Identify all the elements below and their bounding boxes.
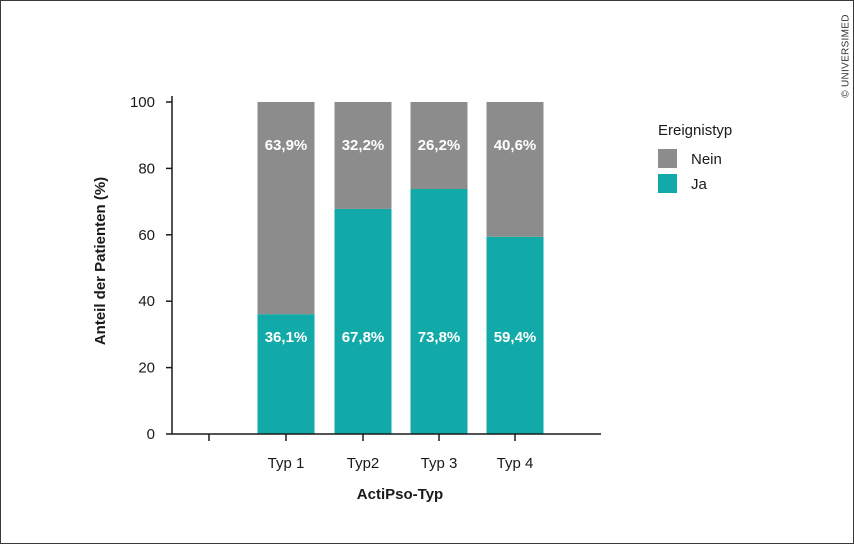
data-label-ja-3: 73,8% bbox=[418, 329, 461, 346]
data-label-nein-4: 40,6% bbox=[494, 137, 537, 154]
legend-title: Ereignistyp bbox=[658, 122, 732, 139]
bar-ja-2 bbox=[334, 208, 392, 434]
y-tick-label-60: 60 bbox=[138, 227, 155, 244]
bar-ja-4 bbox=[486, 236, 544, 434]
y-tick-label-0: 0 bbox=[147, 426, 155, 443]
bar-ja-3 bbox=[410, 188, 468, 434]
legend-label-ja: Ja bbox=[691, 176, 708, 193]
bar-ja-1 bbox=[257, 314, 315, 434]
x-tick-label-4: Typ 4 bbox=[497, 455, 534, 472]
data-label-nein-2: 32,2% bbox=[342, 137, 385, 154]
data-label-nein-1: 63,9% bbox=[265, 137, 308, 154]
x-tick-label-1: Typ 1 bbox=[268, 455, 305, 472]
legend-swatch-nein bbox=[658, 149, 677, 168]
bar-nein-1 bbox=[257, 102, 315, 315]
bar-nein-4 bbox=[486, 102, 544, 237]
legend: Ereignistyp Nein Ja bbox=[658, 122, 732, 193]
data-label-ja-1: 36,1% bbox=[265, 329, 308, 346]
bar-nein-2 bbox=[334, 102, 392, 209]
data-label-ja-4: 59,4% bbox=[494, 329, 537, 346]
y-tick-label-80: 80 bbox=[138, 160, 155, 177]
y-tick-label-20: 20 bbox=[138, 360, 155, 377]
copyright-credit: © UNIVERSIMED bbox=[841, 14, 852, 98]
x-tick-label-3: Typ 3 bbox=[421, 455, 458, 472]
data-label-nein-3: 26,2% bbox=[418, 137, 461, 154]
x-axis-title: ActiPso-Typ bbox=[357, 486, 443, 503]
legend-swatch-ja bbox=[658, 174, 677, 193]
y-axis-title: Anteil der Patienten (%) bbox=[92, 177, 109, 345]
legend-label-nein: Nein bbox=[691, 151, 722, 168]
plot-area: 36,1% 63,9% 67,8% 32,2% 73,8% 26,2% 59,4% 40,6%… bbox=[130, 94, 601, 472]
x-tick-label-2: Typ2 bbox=[347, 455, 380, 472]
bar-nein-3 bbox=[410, 102, 468, 189]
y-tick-label-40: 40 bbox=[138, 293, 155, 310]
data-label-ja-2: 67,8% bbox=[342, 329, 385, 346]
y-tick-label-100: 100 bbox=[130, 94, 155, 111]
